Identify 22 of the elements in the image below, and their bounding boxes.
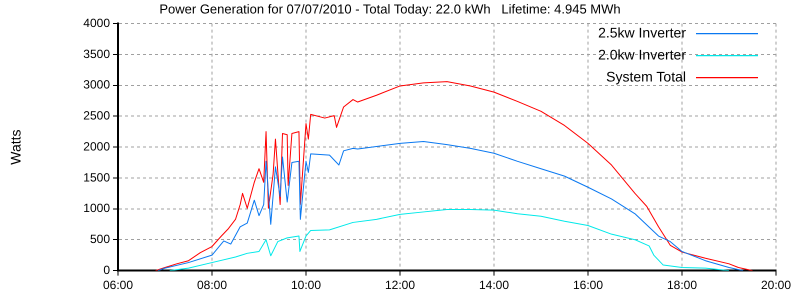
x-tick-label: 12:00 — [384, 278, 416, 292]
y-tick-label: 0 — [103, 262, 110, 277]
x-tick-label: 06:00 — [102, 278, 134, 292]
legend-label: 2.5kw Inverter — [598, 24, 686, 40]
y-tick-label: 2000 — [83, 139, 110, 154]
y-tick-label: 2500 — [83, 108, 110, 123]
y-tick-label: 500 — [90, 232, 110, 246]
chart-title: Power Generation for 07/07/2010 - Total Today: 22.0 kWh Lifetime: 4.945 MWh — [159, 1, 621, 16]
x-tick-label: 08:00 — [196, 278, 228, 292]
y-tick-label: 3500 — [83, 46, 110, 61]
legend-label: 2.0kw Inverter — [598, 46, 686, 62]
legend-label: System Total — [606, 68, 686, 84]
x-tick-label: 20:00 — [760, 278, 792, 292]
y-tick-label: 4000 — [83, 16, 110, 30]
x-tick-label: 14:00 — [478, 278, 510, 292]
x-tick-label: 18:00 — [666, 278, 698, 292]
y-tick-label: 3000 — [83, 78, 110, 92]
y-tick-label: 1000 — [83, 201, 110, 216]
x-tick-label: 16:00 — [572, 278, 604, 292]
y-tick-label: 1500 — [83, 170, 110, 184]
y-axis-title: Watts — [7, 129, 24, 165]
x-tick-label: 10:00 — [290, 278, 322, 292]
